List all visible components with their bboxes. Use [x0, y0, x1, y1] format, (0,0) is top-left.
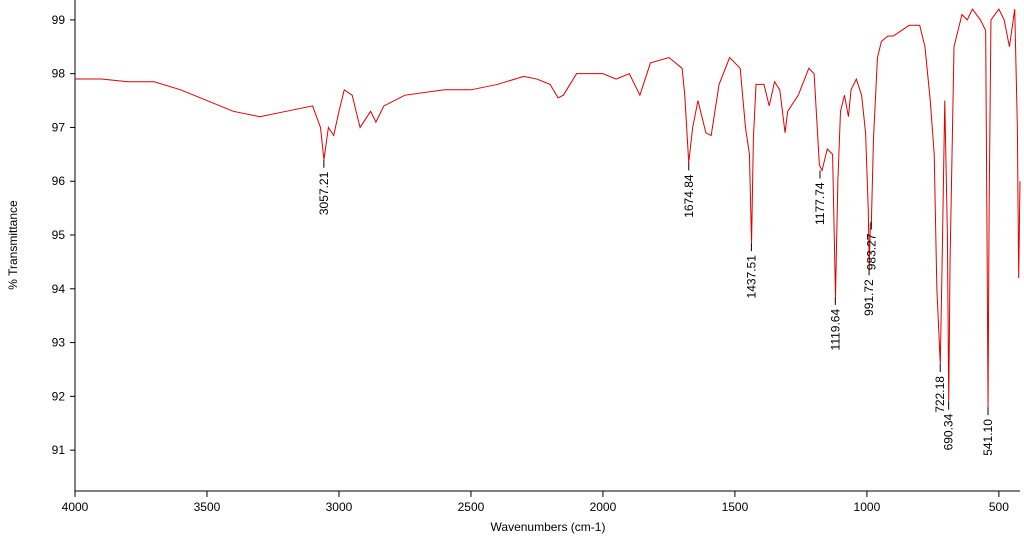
y-tick-label: 99	[52, 13, 66, 27]
y-tick-label: 96	[52, 174, 66, 188]
peak-label: 991.72	[862, 279, 876, 316]
x-tick-label: 2500	[458, 500, 485, 514]
x-tick-label: 2000	[590, 500, 617, 514]
peak-label: 690.34	[942, 413, 956, 450]
y-tick-label: 92	[52, 389, 66, 403]
x-tick-label: 4000	[62, 500, 89, 514]
y-tick-label: 91	[52, 443, 66, 457]
peak-label: 3057.21	[317, 171, 331, 215]
y-axis-label: % Transmittance	[6, 200, 20, 290]
peak-label: 541.10	[981, 419, 995, 456]
x-tick-label: 3500	[194, 500, 221, 514]
spectrum-line	[75, 8, 1021, 408]
peak-label: 1674.84	[682, 174, 696, 218]
y-tick-label: 94	[52, 282, 66, 296]
y-tick-label: 95	[52, 228, 66, 242]
peak-label: 983.27	[864, 233, 878, 270]
y-tick-label: 97	[52, 120, 66, 134]
peak-label: 722.18	[933, 376, 947, 413]
peak-label: 1437.51	[744, 255, 758, 299]
y-tick-label: 93	[52, 336, 66, 350]
x-tick-label: 1500	[722, 500, 749, 514]
peak-label: 1119.64	[828, 309, 842, 351]
x-tick-label: 3000	[326, 500, 353, 514]
peak-label: 1177.74	[813, 182, 827, 225]
x-tick-label: 1000	[854, 500, 881, 514]
x-tick-label: 500	[989, 500, 1009, 514]
y-tick-label: 98	[52, 67, 66, 81]
x-axis-label: Wavenumbers (cm-1)	[491, 520, 606, 534]
